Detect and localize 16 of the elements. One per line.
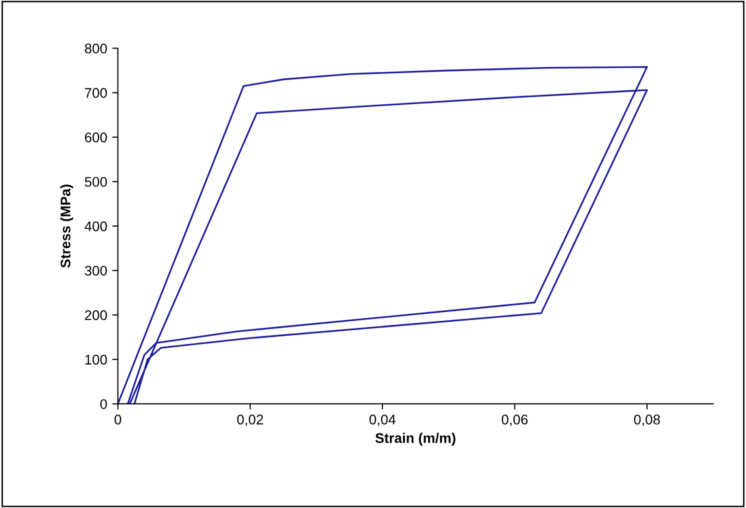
y-tick-label: 0	[100, 399, 107, 410]
x-tick-label: 0,08	[634, 414, 660, 426]
y-tick-label: 500	[84, 176, 107, 187]
y-tick-label: 400	[84, 221, 107, 232]
y-tick-label: 100	[85, 354, 107, 365]
y-tick-label: 200	[84, 310, 107, 320]
y-tick-label: 800	[84, 44, 107, 54]
x-tick-label: 0,02	[237, 414, 263, 426]
x-tick-label: 0	[114, 414, 122, 424]
y-axis-title: Stress (MPa)	[60, 184, 74, 268]
y-tick-label: 700	[84, 88, 107, 98]
x-tick-label: 0,04	[369, 414, 396, 426]
x-tick-label: 0,06	[502, 414, 528, 426]
y-tick-label: 600	[84, 132, 107, 142]
x-axis-title: Strain (m/m)	[375, 432, 456, 446]
y-tick-label: 300	[84, 266, 107, 276]
